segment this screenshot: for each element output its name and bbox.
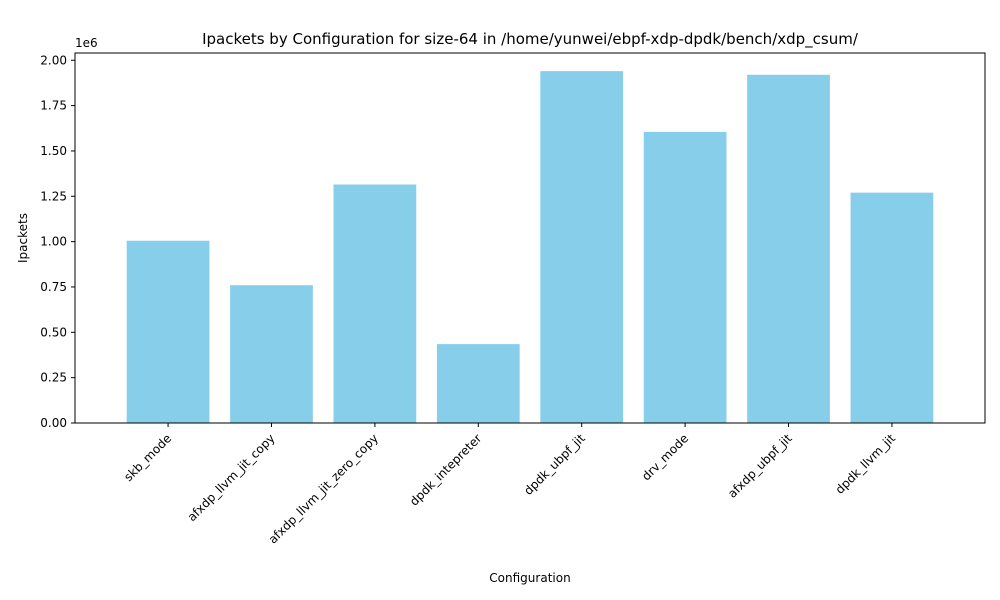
y-tick-label: 0.00 — [40, 416, 67, 430]
x-tick-label: skb_mode — [121, 431, 174, 484]
y-tick-label: 0.50 — [40, 325, 67, 339]
x-tick-label: afxdp_llvm_jit_copy — [185, 431, 278, 524]
bar-drv-mode — [643, 131, 727, 423]
bar-afxdp-llvm-jit-copy — [230, 285, 313, 423]
y-tick-label: 1.00 — [40, 235, 67, 249]
y-tick-label: 2.00 — [40, 53, 67, 67]
y-tick-label: 0.75 — [40, 280, 67, 294]
y-axis-offset-label: 1e6 — [75, 36, 98, 50]
x-tick-label: afxdp_ubpf_jit — [725, 431, 795, 501]
y-tick-label: 0.25 — [40, 371, 67, 385]
bar-skb-mode — [126, 240, 210, 423]
y-axis-ticks: 0.00 0.25 0.50 0.75 1.00 1.25 1.50 1.75 2.00 — [40, 53, 75, 430]
y-tick-label: 1.50 — [40, 144, 67, 158]
bar-dpdk-ubpf-jit — [540, 71, 624, 423]
y-tick-label: 1.75 — [40, 99, 67, 113]
bars — [126, 71, 934, 423]
bar-dpdk-intepreter — [436, 344, 520, 423]
x-tick-label: dpdk_intepreter — [407, 431, 484, 508]
y-axis-label: Ipackets — [16, 213, 30, 263]
x-axis-label: Configuration — [489, 571, 570, 585]
plot-frame — [74, 52, 986, 424]
bar-dpdk-llvm-jit — [850, 192, 934, 423]
y-tick-label: 1.25 — [40, 189, 67, 203]
bar-afxdp-llvm-jit-zero-copy — [333, 184, 417, 423]
bar-afxdp-ubpf-jit — [747, 74, 830, 423]
x-tick-label: dpdk_ubpf_jit — [521, 431, 588, 498]
chart-title: Ipackets by Configuration for size-64 in… — [202, 30, 859, 49]
x-tick-label: dpdk_llvm_jit — [833, 431, 899, 497]
x-tick-label: afxdp_llvm_jit_zero_copy — [266, 431, 381, 546]
x-axis-ticks: skb_mode afxdp_llvm_jit_copyafxdp_llvm_ji… — [121, 423, 898, 547]
x-tick-label: drv_mode — [639, 431, 691, 483]
